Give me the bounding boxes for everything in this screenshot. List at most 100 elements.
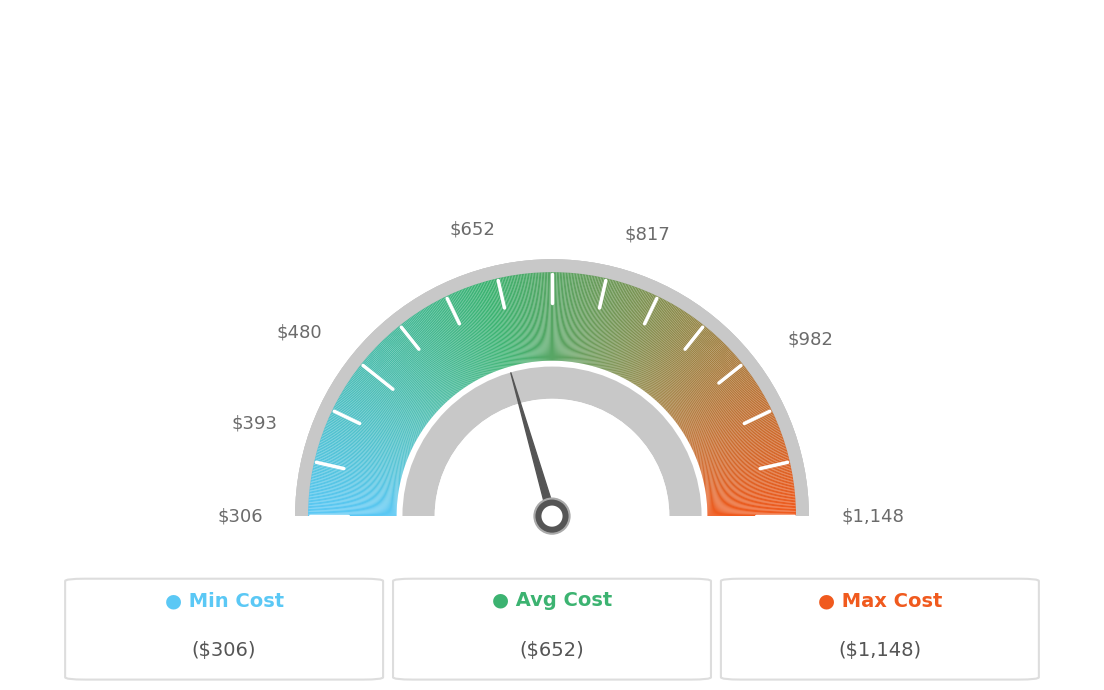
Wedge shape [676,368,750,423]
Wedge shape [446,293,486,376]
Wedge shape [593,278,618,366]
Wedge shape [431,301,476,381]
Wedge shape [628,301,673,381]
Wedge shape [456,289,492,373]
Wedge shape [708,515,798,516]
Wedge shape [309,471,400,489]
Wedge shape [691,407,774,448]
Wedge shape [359,362,431,420]
Wedge shape [322,427,407,461]
Wedge shape [333,400,415,444]
Wedge shape [306,513,396,515]
Wedge shape [496,276,517,365]
Wedge shape [509,273,526,363]
Wedge shape [506,274,523,364]
Wedge shape [337,395,416,440]
Wedge shape [670,357,741,416]
Wedge shape [437,297,480,379]
Wedge shape [702,451,789,475]
Wedge shape [631,304,679,383]
Wedge shape [533,270,541,361]
Wedge shape [327,414,411,453]
Wedge shape [678,371,752,426]
Wedge shape [392,328,452,398]
Wedge shape [641,315,696,390]
Wedge shape [548,270,550,361]
Wedge shape [605,284,637,371]
Wedge shape [306,507,396,511]
Text: ($306): ($306) [192,641,256,660]
Wedge shape [489,277,513,366]
Wedge shape [645,319,701,392]
Wedge shape [429,302,476,382]
Wedge shape [681,379,757,431]
Wedge shape [486,278,511,366]
Wedge shape [447,293,487,375]
Wedge shape [679,374,754,427]
Wedge shape [452,290,489,374]
Wedge shape [491,277,514,366]
Wedge shape [696,422,781,458]
Wedge shape [696,421,779,457]
Wedge shape [640,313,693,388]
Wedge shape [348,376,424,428]
Wedge shape [608,286,643,372]
Wedge shape [576,273,592,363]
Wedge shape [558,270,563,361]
Wedge shape [633,306,681,384]
Wedge shape [435,399,669,516]
Wedge shape [707,499,798,506]
Wedge shape [656,333,718,401]
Wedge shape [705,477,796,493]
Wedge shape [306,504,396,509]
Wedge shape [699,434,785,465]
Wedge shape [648,322,705,395]
Wedge shape [320,433,406,464]
Wedge shape [400,322,457,394]
Wedge shape [464,286,498,371]
Wedge shape [698,428,783,462]
Text: $982: $982 [787,331,834,348]
Wedge shape [598,281,627,368]
Wedge shape [386,333,448,401]
Wedge shape [308,484,397,497]
Wedge shape [669,353,737,414]
Wedge shape [580,274,596,363]
Wedge shape [684,388,763,436]
Wedge shape [453,290,490,374]
Wedge shape [636,309,687,386]
Wedge shape [331,406,413,447]
Wedge shape [629,302,676,382]
Wedge shape [555,270,559,361]
Wedge shape [379,339,444,406]
Wedge shape [330,408,412,449]
Wedge shape [372,346,439,410]
Wedge shape [415,310,466,387]
Wedge shape [683,384,761,434]
Wedge shape [688,396,768,441]
Wedge shape [339,392,417,439]
Wedge shape [583,275,603,364]
Wedge shape [315,449,403,475]
Wedge shape [582,275,602,364]
Wedge shape [678,373,753,426]
Wedge shape [341,388,420,436]
Wedge shape [680,377,756,430]
Wedge shape [601,282,629,368]
Wedge shape [518,272,531,362]
Wedge shape [412,313,465,388]
Wedge shape [671,358,742,417]
Wedge shape [701,449,789,475]
Wedge shape [551,270,552,361]
Wedge shape [514,273,530,362]
Wedge shape [399,322,456,395]
Wedge shape [314,452,402,477]
Wedge shape [634,306,682,384]
Wedge shape [692,411,775,451]
Wedge shape [316,444,403,472]
Wedge shape [343,384,421,434]
Wedge shape [508,274,524,363]
Wedge shape [295,259,809,516]
Wedge shape [307,491,397,502]
Wedge shape [587,276,608,365]
